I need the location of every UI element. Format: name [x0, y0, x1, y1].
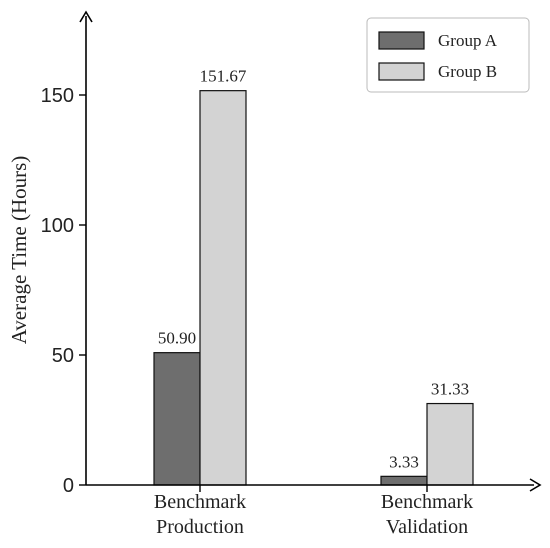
- legend-swatch: [378, 31, 425, 50]
- y-tick-label: 50: [52, 345, 74, 367]
- legend-swatch: [378, 62, 425, 81]
- x-category-label: Validation: [386, 516, 468, 538]
- bar: [199, 90, 247, 486]
- legend-label: Group A: [438, 31, 498, 50]
- y-axis-arrow: [79, 10, 93, 23]
- y-axis-title: Average Time (Hours): [7, 156, 31, 345]
- bar: [426, 402, 474, 486]
- bars-layer: [153, 90, 474, 486]
- x-category-label: Benchmark: [381, 491, 473, 513]
- legend: Group A Group B: [366, 17, 530, 93]
- data-label: 31.33: [431, 380, 469, 399]
- y-ticks-layer: 0 50 100 150: [41, 85, 86, 497]
- data-label: 50.90: [158, 329, 196, 348]
- x-categories-layer: Benchmark Production Benchmark Validation: [154, 485, 473, 538]
- data-label: 3.33: [389, 452, 419, 471]
- data-label: 151.67: [200, 67, 247, 86]
- x-category-label: Benchmark: [154, 491, 246, 513]
- y-tick-label: 100: [41, 215, 74, 237]
- value-labels-layer: 50.90 3.33 151.67 31.33: [158, 67, 469, 472]
- x-category-label: Production: [156, 516, 244, 538]
- y-tick-label: 150: [41, 85, 74, 107]
- bar: [380, 475, 428, 486]
- bar: [153, 352, 201, 486]
- axes-layer: [79, 10, 542, 492]
- y-tick-label: 0: [63, 475, 74, 497]
- x-axis-arrow: [529, 478, 542, 492]
- legend-label: Group B: [438, 62, 497, 81]
